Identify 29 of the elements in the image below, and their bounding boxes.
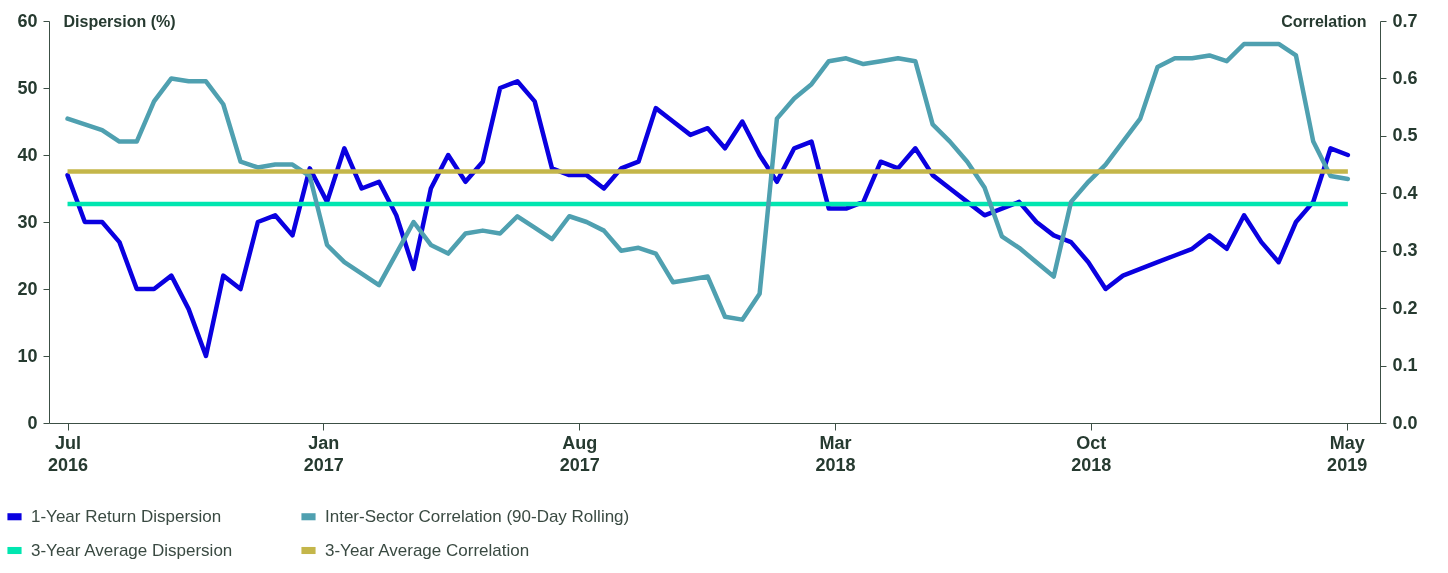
y2-tick-label: 0.6 [1392, 67, 1418, 88]
legend-label: Inter-Sector Correlation (90-Day Rolling) [325, 506, 630, 526]
y-tick-label: 20 [17, 278, 38, 299]
x-tick-label: Oct 2018 [1071, 432, 1112, 475]
y2-axis-title: Correlation [1281, 12, 1367, 30]
y2-tick-label: 0.3 [1392, 240, 1418, 261]
y-axis-title: Dispersion (%) [63, 12, 176, 30]
x-tick-label: Jul 2016 [48, 432, 89, 475]
y-tick-label: 0 [27, 412, 38, 433]
legend-label: 1-Year Return Dispersion [31, 506, 222, 526]
y-tick-label: 40 [17, 144, 38, 165]
y2-tick-label: 0.7 [1392, 10, 1418, 31]
legend-label: 3-Year Average Correlation [325, 540, 530, 560]
x-tick-label: Mar 2018 [815, 432, 856, 475]
y2-tick-label: 0.4 [1392, 182, 1418, 203]
y2-tick-label: 0.2 [1392, 297, 1418, 318]
y2-tick-label: 0.1 [1392, 355, 1418, 376]
y-tick-label: 30 [17, 211, 38, 232]
line-series [65, 41, 1351, 322]
y-tick-label: 50 [17, 77, 38, 98]
x-tick-label: Aug 2017 [559, 432, 600, 475]
line-series [65, 79, 1351, 359]
x-tick-label: May 2019 [1327, 432, 1368, 475]
y-tick-label: 10 [17, 345, 38, 366]
y-tick-label: 60 [17, 10, 38, 31]
x-tick-label: Jan 2017 [303, 432, 344, 475]
y2-tick-label: 0.0 [1392, 412, 1418, 433]
y2-tick-label: 0.5 [1392, 125, 1418, 146]
legend-label: 3-Year Average Dispersion [31, 540, 233, 560]
